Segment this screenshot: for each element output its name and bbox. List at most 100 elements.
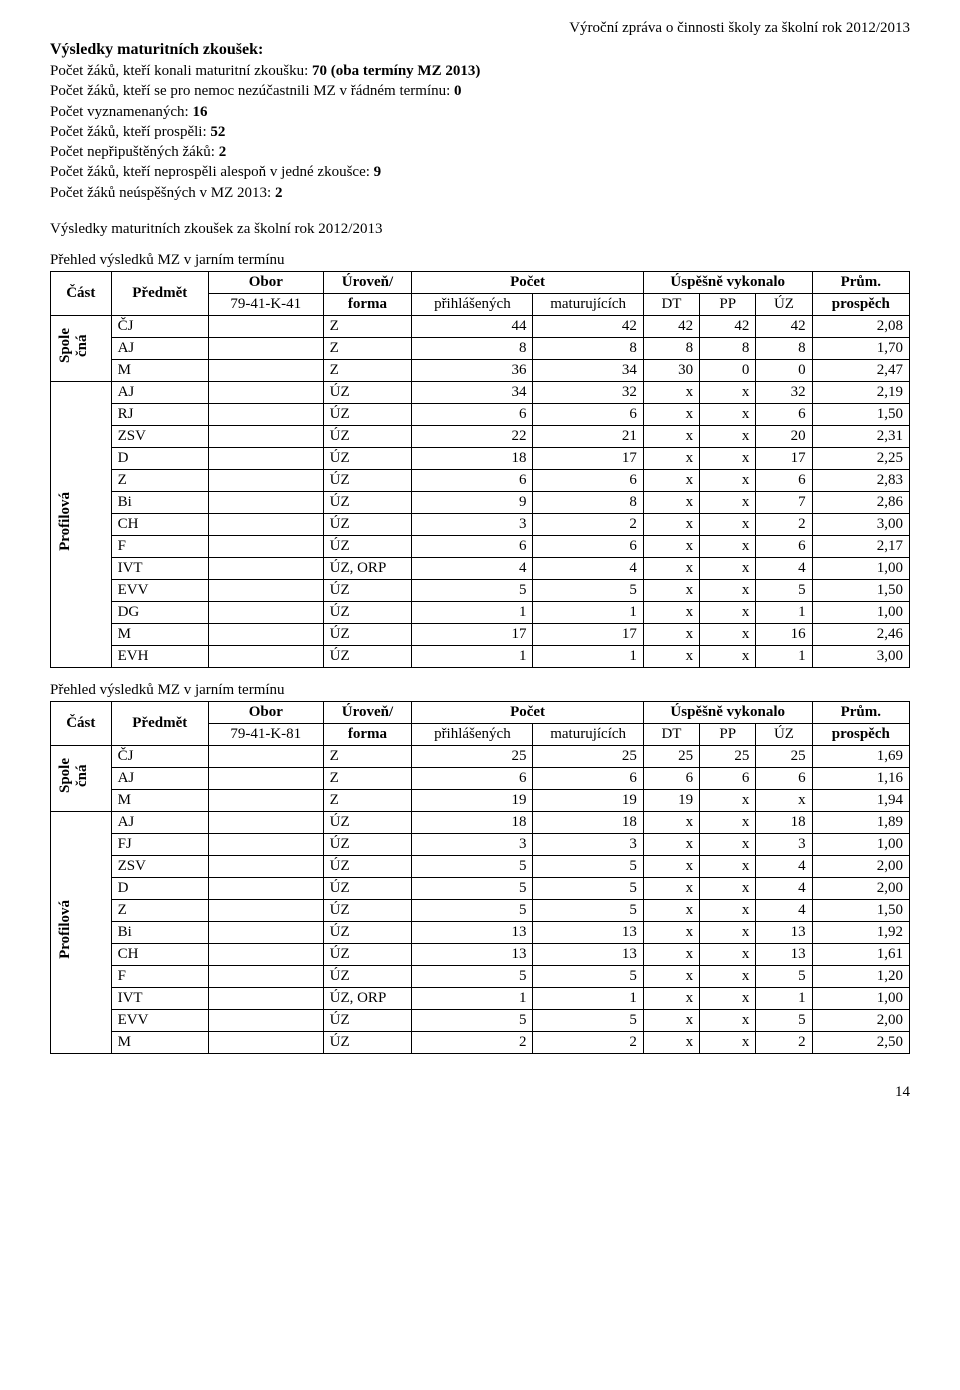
cell-prih: 5: [412, 579, 533, 601]
h-obor-code: 79-41-K-81: [208, 723, 323, 745]
cell-pr: 1,92: [812, 921, 909, 943]
cell-forma: Z: [323, 315, 412, 337]
cell-forma: ÚZ, ORP: [323, 557, 412, 579]
table-row: IVTÚZ, ORP11xx11,00: [51, 987, 910, 1009]
cell-pr: 2,46: [812, 623, 909, 645]
cell-pp: 6: [700, 767, 756, 789]
h-forma-top: Úroveň/: [323, 701, 412, 723]
cell-forma: ÚZ, ORP: [323, 987, 412, 1009]
cell-obor: [208, 359, 323, 381]
cell-dt: x: [643, 1031, 699, 1053]
cell-prih: 6: [412, 767, 533, 789]
cell-mat: 21: [533, 425, 643, 447]
cell-obor: [208, 623, 323, 645]
cell-obor: [208, 381, 323, 403]
table-row: CHÚZ32xx23,00: [51, 513, 910, 535]
cell-pred: Z: [111, 899, 208, 921]
cell-uz: 8: [756, 337, 812, 359]
cell-pred: EVV: [111, 1009, 208, 1031]
h-cast: Část: [51, 701, 112, 745]
cell-pr: 2,00: [812, 1009, 909, 1031]
cell-dt: 6: [643, 767, 699, 789]
cell-pp: x: [700, 601, 756, 623]
cell-uz: 2: [756, 1031, 812, 1053]
cell-uz: 18: [756, 811, 812, 833]
cell-dt: x: [643, 943, 699, 965]
cell-uz: 6: [756, 535, 812, 557]
h-forma: forma: [323, 293, 412, 315]
cell-pr: 1,20: [812, 965, 909, 987]
cell-obor: [208, 1009, 323, 1031]
cell-pred: EVH: [111, 645, 208, 667]
cell-dt: x: [643, 877, 699, 899]
cell-mat: 5: [533, 1009, 643, 1031]
cell-prih: 6: [412, 469, 533, 491]
cell-mat: 1: [533, 987, 643, 1009]
cell-uz: 1: [756, 645, 812, 667]
h-pocet: Počet: [412, 271, 644, 293]
cell-pr: 1,69: [812, 745, 909, 767]
cell-pp: x: [700, 535, 756, 557]
cell-obor: [208, 899, 323, 921]
cell-pp: x: [700, 381, 756, 403]
cell-pred: F: [111, 965, 208, 987]
h-obor: Obor: [208, 271, 323, 293]
cell-mat: 6: [533, 469, 643, 491]
table-row: ProfilováAJÚZ3432xx322,19: [51, 381, 910, 403]
cell-pred: AJ: [111, 767, 208, 789]
h-forma: forma: [323, 723, 412, 745]
cell-dt: x: [643, 1009, 699, 1031]
cell-mat: 13: [533, 921, 643, 943]
cell-pp: x: [700, 789, 756, 811]
cell-mat: 32: [533, 381, 643, 403]
cell-pp: x: [700, 811, 756, 833]
cell-pr: 1,00: [812, 987, 909, 1009]
cell-dt: x: [643, 921, 699, 943]
h-forma-top: Úroveň/: [323, 271, 412, 293]
cell-mat: 17: [533, 447, 643, 469]
table-row: MÚZ22xx22,50: [51, 1031, 910, 1053]
h-uz: ÚZ: [756, 293, 812, 315]
cell-pr: 1,00: [812, 601, 909, 623]
h-prih: přihlášených: [412, 723, 533, 745]
cell-obor: [208, 921, 323, 943]
cell-pr: 1,16: [812, 767, 909, 789]
table1: ČástPředmětOborÚroveň/PočetÚspěšně vykon…: [50, 271, 910, 668]
h-obor: Obor: [208, 701, 323, 723]
h-dt: DT: [643, 723, 699, 745]
cell-dt: x: [643, 535, 699, 557]
cell-prih: 17: [412, 623, 533, 645]
cell-pp: x: [700, 943, 756, 965]
cell-pr: 2,31: [812, 425, 909, 447]
cell-pred: F: [111, 535, 208, 557]
cell-obor: [208, 403, 323, 425]
cell-forma: ÚZ: [323, 1009, 412, 1031]
cell-uz: 1: [756, 601, 812, 623]
cell-pred: M: [111, 623, 208, 645]
cell-pr: 2,50: [812, 1031, 909, 1053]
cell-dt: x: [643, 403, 699, 425]
table-row: MÚZ1717xx162,46: [51, 623, 910, 645]
cell-pp: x: [700, 899, 756, 921]
cell-pp: x: [700, 645, 756, 667]
cell-pp: x: [700, 447, 756, 469]
cell-obor: [208, 557, 323, 579]
header-line: Výroční zpráva o činnosti školy za školn…: [50, 20, 910, 37]
cell-prih: 44: [412, 315, 533, 337]
cell-mat: 42: [533, 315, 643, 337]
cell-dt: 42: [643, 315, 699, 337]
cell-pp: x: [700, 855, 756, 877]
cell-uz: 13: [756, 921, 812, 943]
table-row: SpolečnáČJZ25252525251,69: [51, 745, 910, 767]
cell-pred: Z: [111, 469, 208, 491]
cell-pred: AJ: [111, 337, 208, 359]
cell-obor: [208, 425, 323, 447]
cell-prih: 4: [412, 557, 533, 579]
cell-pred: M: [111, 1031, 208, 1053]
cell-forma: Z: [323, 359, 412, 381]
h-prospech: prospěch: [812, 723, 909, 745]
cell-mat: 8: [533, 337, 643, 359]
cell-forma: Z: [323, 745, 412, 767]
cell-uz: 25: [756, 745, 812, 767]
cell-pred: RJ: [111, 403, 208, 425]
